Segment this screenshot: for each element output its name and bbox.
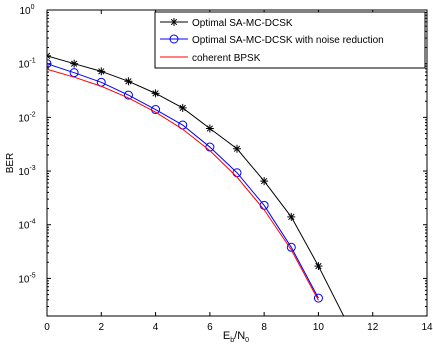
- legend-marker-circle: [169, 34, 179, 44]
- data-point-circle: [47, 59, 52, 69]
- series-layer: [47, 51, 345, 316]
- x-tick-label: 4: [153, 322, 159, 333]
- y-tick-label: 10-5: [18, 272, 35, 285]
- data-point-star: [260, 177, 269, 186]
- x-tick-label: 12: [367, 322, 379, 333]
- data-point-circle: [286, 242, 296, 252]
- series-line-2: [47, 63, 319, 299]
- x-tick-label: 0: [44, 322, 50, 333]
- data-point-star: [124, 77, 133, 86]
- star-stroke: [179, 104, 186, 112]
- star-stroke: [70, 60, 78, 67]
- star-stroke: [47, 55, 51, 59]
- star-stroke: [170, 18, 178, 26]
- data-point-star: [178, 103, 187, 112]
- data-point-star: [314, 262, 323, 271]
- legend-marker-star: [170, 18, 178, 26]
- x-tick-label: 10: [313, 322, 325, 333]
- data-point-star: [97, 67, 106, 76]
- series-clip-group: [47, 51, 345, 316]
- y-tick-label: 10-3: [18, 165, 35, 178]
- axis-ticks: [46, 9, 428, 317]
- star-stroke: [47, 52, 51, 57]
- data-point-star: [70, 59, 79, 68]
- x-tick-label: 8: [261, 322, 267, 333]
- legend-star-shape: [170, 18, 178, 26]
- star-stroke: [98, 68, 105, 75]
- legend-box: [154, 11, 426, 69]
- data-point-circle: [69, 68, 79, 78]
- x-tick-label: 6: [207, 322, 213, 333]
- star-stroke: [288, 213, 295, 221]
- y-tick-label: 10-2: [18, 111, 35, 124]
- star-stroke: [152, 90, 159, 97]
- legend-label-series-3: coherent BPSK: [192, 53, 261, 64]
- y-tick-label: 10-1: [18, 58, 35, 71]
- x-tick-label: 14: [421, 322, 433, 333]
- data-point-circle: [123, 90, 133, 100]
- y-axis-label: BER: [5, 153, 16, 174]
- data-point-circle: [313, 293, 323, 303]
- star-stroke: [125, 78, 132, 85]
- star-stroke: [233, 145, 241, 152]
- legend-label-series-2: Optimal SA-MC-DCSK with noise reduction: [192, 35, 384, 46]
- x-tick-label: 2: [99, 322, 105, 333]
- data-point-star: [47, 51, 51, 60]
- legend-label-series-1: Optimal SA-MC-DCSK: [192, 18, 293, 29]
- series-line-3: [47, 68, 319, 301]
- data-point-star: [205, 124, 214, 133]
- y-tick-label: 100: [19, 4, 34, 17]
- star-stroke: [206, 125, 214, 132]
- y-tick-label: 10-4: [18, 219, 35, 232]
- series-line-1: [47, 55, 345, 316]
- data-point-star: [287, 212, 296, 221]
- data-point-star: [233, 144, 241, 153]
- x-tick-labels: 0 2 4 6 8 10 12 14: [44, 322, 433, 333]
- y-tick-labels: 100 10-1 10-2 10-3 10-4 10-5: [18, 4, 35, 285]
- data-point-star: [151, 89, 160, 98]
- legend: Optimal SA-MC-DCSK Optimal SA-MC-DCSK wi…: [154, 11, 426, 69]
- star-stroke: [315, 262, 322, 270]
- star-stroke: [260, 177, 268, 185]
- x-axis-label: Eb/N0: [223, 330, 249, 344]
